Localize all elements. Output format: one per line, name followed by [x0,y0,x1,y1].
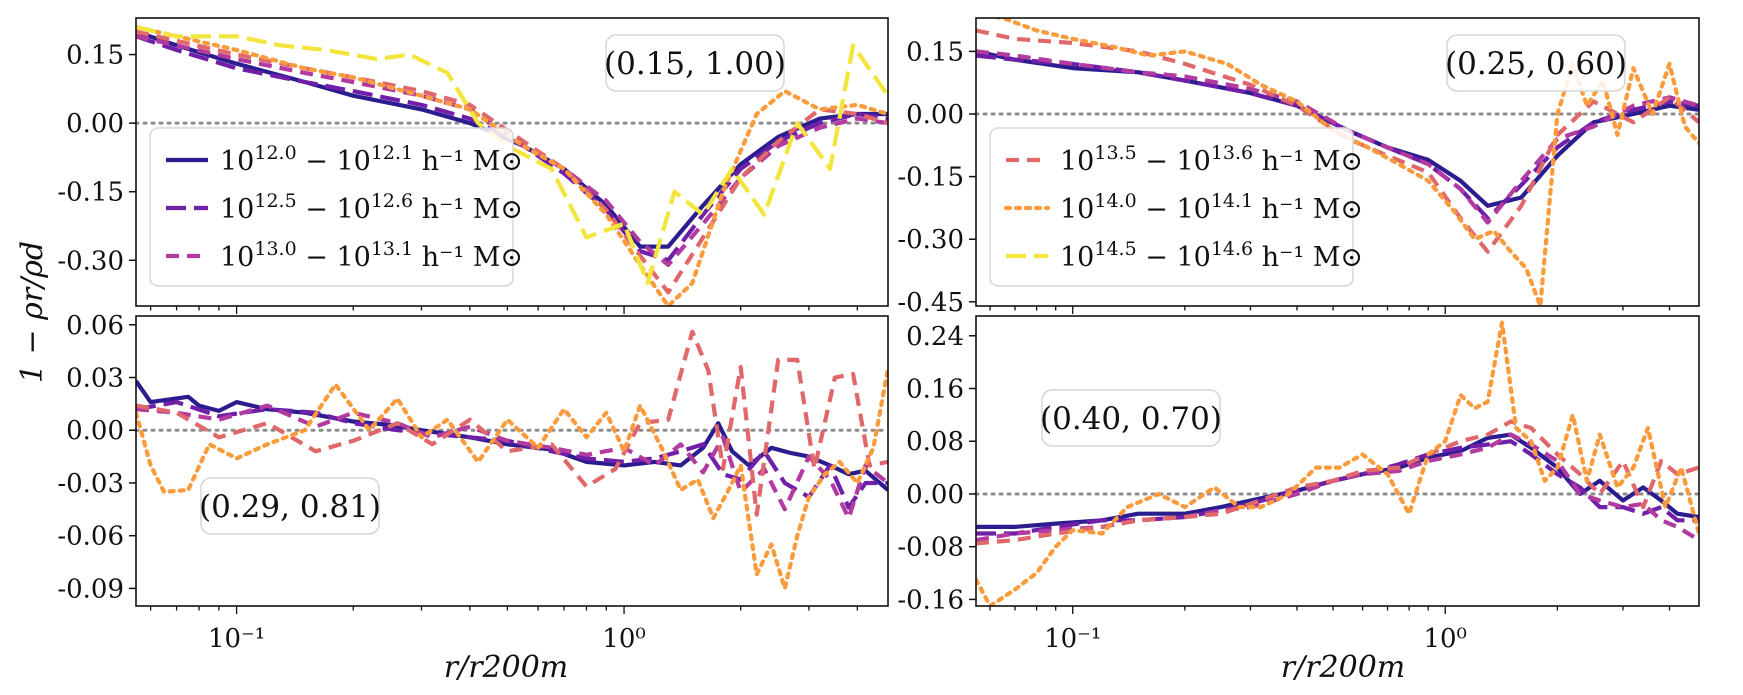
series-line-1e13.0–1e13.1 [136,34,888,267]
y-tick-label: -0.15 [57,178,124,208]
x-tick-label: 10⁻¹ [1044,624,1101,654]
series-line-1e12.0–1e12.1 [976,432,1699,530]
x-axis-label-left: r/r200m [444,650,569,685]
x-tick-label: 10⁰ [1423,624,1467,654]
x-axis-label-right: r/r200m [1281,650,1406,685]
axes-frame [975,315,1700,607]
y-tick-label: 0.16 [906,375,964,405]
axes-frame [135,315,889,607]
series-line-1e12.0–1e12.1 [136,379,888,492]
annotation-box [605,34,785,92]
y-tick-label: 0.00 [66,109,124,139]
panel-bottom-right: 0.24 0.16 0.08 0.00 -0.08 -0.16 10⁻¹ 10⁰ (0.40, … [897,315,1701,654]
annotation-box [1446,34,1626,92]
x-tick-label: 10⁻¹ [208,624,265,654]
legend-label-1e14.0–1e14.1: 1014.0 − 1014.1 h⁻¹ M⊙ [1060,190,1363,225]
series-line-1e14.0–1e14.1 [976,320,1699,606]
series-group [136,329,888,591]
series-group [976,320,1699,606]
y-tick-label: 0.08 [906,427,964,457]
y-tick-label: -0.45 [897,288,964,318]
series-line-1e14.0–1e14.1 [136,366,888,591]
panel-annotation: (0.25, 0.60) [1445,46,1627,82]
y-tick-label: 0.00 [906,100,964,130]
y-tick-label: -0.15 [897,163,964,193]
y-tick-label: -0.30 [897,225,964,255]
series-line-1e14.0–1e14.1 [989,18,1699,306]
y-tick-label: 0.03 [66,364,124,394]
series-group [136,25,888,306]
x-tick-label: 10⁰ [602,624,646,654]
legend-label-1e12.5–1e12.6: 1012.5 − 1012.6 h⁻¹ M⊙ [220,190,523,225]
chart-panels: 0.15 0.00 -0.15 -0.30 (0.15, 1.00) 1012.0 − 1… [57,17,1701,654]
panel-annotation: (0.29, 0.81) [199,489,381,525]
y-tick-label: -0.09 [57,574,124,604]
panel-top-left: 0.15 0.00 -0.15 -0.30 (0.15, 1.00) 1012.0 − 1… [57,17,890,314]
legend-label-1e13.0–1e13.1: 1013.0 − 1013.1 h⁻¹ M⊙ [220,238,523,273]
panel-top-right: 0.15 0.00 -0.15 -0.30 -0.45 (0.25, 0.60) 1013.… [897,17,1701,318]
series-group [976,18,1699,306]
annotation-box [200,477,380,535]
y-tick-label: 0.06 [66,311,124,341]
y-tick-label: 0.00 [906,480,964,510]
axes-frame [135,17,889,307]
legend-label-1e12.0–1e12.1: 1012.0 − 1012.1 h⁻¹ M⊙ [220,142,523,177]
legend-label-1e13.5–1e13.6: 1013.5 − 1013.6 h⁻¹ M⊙ [1060,142,1363,177]
y-tick-label: -0.16 [897,585,964,615]
annotation-box [1041,389,1221,447]
y-tick-label: -0.06 [57,522,124,552]
panel-bottom-left: 0.06 0.03 0.00 -0.03 -0.06 -0.09 10⁻¹ 10⁰ (0.29,… [57,311,890,654]
legend: 1012.0 − 1012.1 h⁻¹ M⊙ 1012.5 − 1012.6 h⁻… [149,127,523,287]
panel-annotation: (0.15, 1.00) [604,46,786,82]
legend-label-1e14.5–1e14.6: 1014.5 − 1014.6 h⁻¹ M⊙ [1060,238,1363,273]
panel-annotation: (0.40, 0.70) [1040,401,1222,437]
y-tick-label: 0.15 [66,41,124,71]
y-tick-label: 0.15 [906,37,964,67]
axes-frame [975,17,1700,307]
y-tick-label: -0.03 [57,469,124,499]
legend: 1013.5 − 1013.6 h⁻¹ M⊙ 1014.0 − 1014.1 h⁻… [989,127,1363,287]
legend-box [149,127,514,287]
y-tick-label: 0.00 [66,416,124,446]
y-tick-label: 0.24 [906,322,964,352]
legend-box [989,127,1354,287]
series-line-1e13.0–1e13.1 [976,49,1699,225]
series-line-1e14.0–1e14.1 [136,25,888,306]
y-tick-label: -0.30 [57,246,124,276]
series-line-1e14.5–1e14.6 [136,25,888,286]
y-tick-label: -0.08 [897,533,964,563]
y-axis-label: 1 − ρr/ρd [15,241,50,383]
